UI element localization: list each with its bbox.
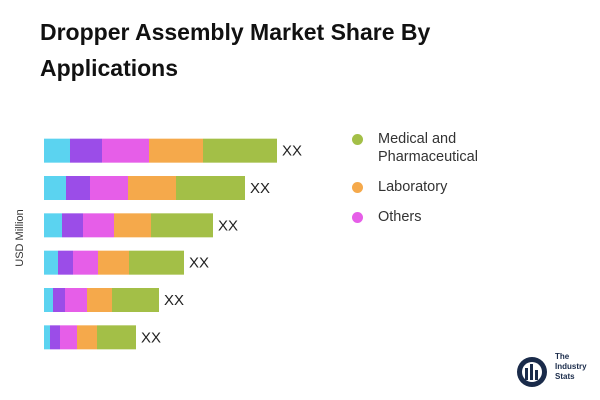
logo-icon — [517, 357, 547, 387]
bar-segment — [58, 250, 73, 275]
legend-item: Laboratory — [352, 178, 502, 196]
total-label: XX — [282, 143, 302, 160]
total-label: XX — [164, 292, 184, 309]
logo: The Industry Stats — [515, 352, 595, 382]
bar-segment — [149, 138, 203, 163]
legend-label: Others — [378, 209, 422, 225]
bar-segment — [128, 176, 176, 200]
legend-item: Others — [352, 208, 502, 226]
bar-segment — [44, 325, 50, 350]
bar-segment — [65, 288, 87, 312]
y-axis-label: USD Million — [14, 209, 26, 266]
bar-segment — [203, 138, 277, 163]
legend-swatch — [352, 182, 363, 193]
bar-segment — [102, 138, 149, 163]
bar-segment — [62, 213, 83, 238]
chart-title: Dropper Assembly Market Share By Applica… — [40, 19, 431, 81]
total-label: XX — [218, 217, 238, 234]
bar-segment — [83, 213, 114, 238]
bar-segment — [44, 213, 62, 238]
bar-segment — [97, 325, 136, 350]
legend-item: Medical and Pharmaceutical — [352, 130, 502, 166]
legend-swatch — [352, 134, 363, 145]
bar-segment — [114, 213, 151, 238]
bar-segment — [176, 176, 245, 200]
bar-segment — [44, 138, 70, 163]
bar-segment — [98, 250, 129, 275]
logo-text: Industry — [555, 362, 587, 371]
bar-segment — [53, 288, 65, 312]
legend-label: Laboratory — [378, 179, 448, 195]
legend-swatch — [352, 212, 363, 223]
bar-segment — [151, 213, 213, 238]
logo-text: Stats — [555, 372, 575, 381]
bar-segment — [44, 176, 66, 200]
bar-segment — [87, 288, 112, 312]
bar-segment — [129, 250, 184, 275]
bar-segment — [66, 176, 90, 200]
bar-segment — [112, 288, 159, 312]
bar-segment — [70, 138, 102, 163]
bar-segment — [50, 325, 60, 350]
total-label: XX — [250, 180, 270, 197]
bar-segment — [60, 325, 77, 350]
bar-segment — [44, 250, 58, 275]
logo-text: The — [555, 352, 570, 361]
bar-segment — [73, 250, 98, 275]
bar-segment — [44, 288, 53, 312]
bar-segment — [90, 176, 128, 200]
bar-segment — [77, 325, 97, 350]
total-label: XX — [141, 329, 161, 346]
total-label: XX — [189, 255, 209, 272]
legend-label: Medical and Pharmaceutical — [378, 131, 478, 165]
